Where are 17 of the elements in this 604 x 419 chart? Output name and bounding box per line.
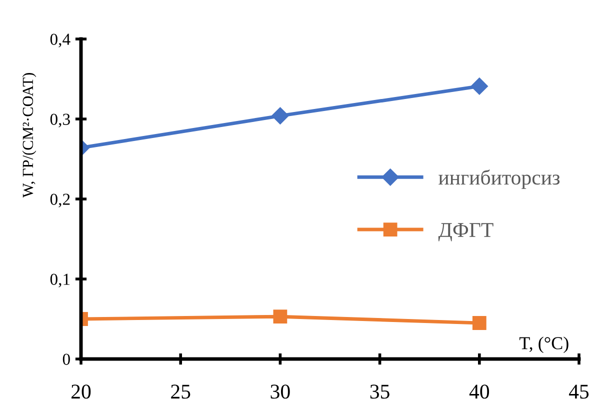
x-tick-label: 20: [72, 384, 91, 399]
y-tick-label: 0,3: [50, 114, 70, 128]
y-tick-label: 0: [62, 354, 70, 365]
x-tick-label: 30: [270, 384, 290, 399]
y-tick-label: 0,1: [50, 274, 70, 288]
legend-label: ингибиторсиз: [438, 170, 560, 189]
x-tick-label: 45: [568, 384, 589, 399]
y-tick-label: 0,4: [50, 34, 70, 48]
y-tick-label: 0,2: [50, 194, 70, 208]
y-axis-title: W, ГР/(СМ²·СОАТ): [22, 73, 36, 198]
point: [470, 78, 488, 95]
x-tick-label: 40: [469, 384, 490, 399]
x-axis-title: T, (°C): [519, 336, 568, 353]
legend-label: ДФГТ: [438, 223, 494, 242]
point: [472, 316, 486, 330]
x-tick-label: 25: [171, 384, 190, 399]
x-tick-label: 35: [370, 384, 390, 399]
